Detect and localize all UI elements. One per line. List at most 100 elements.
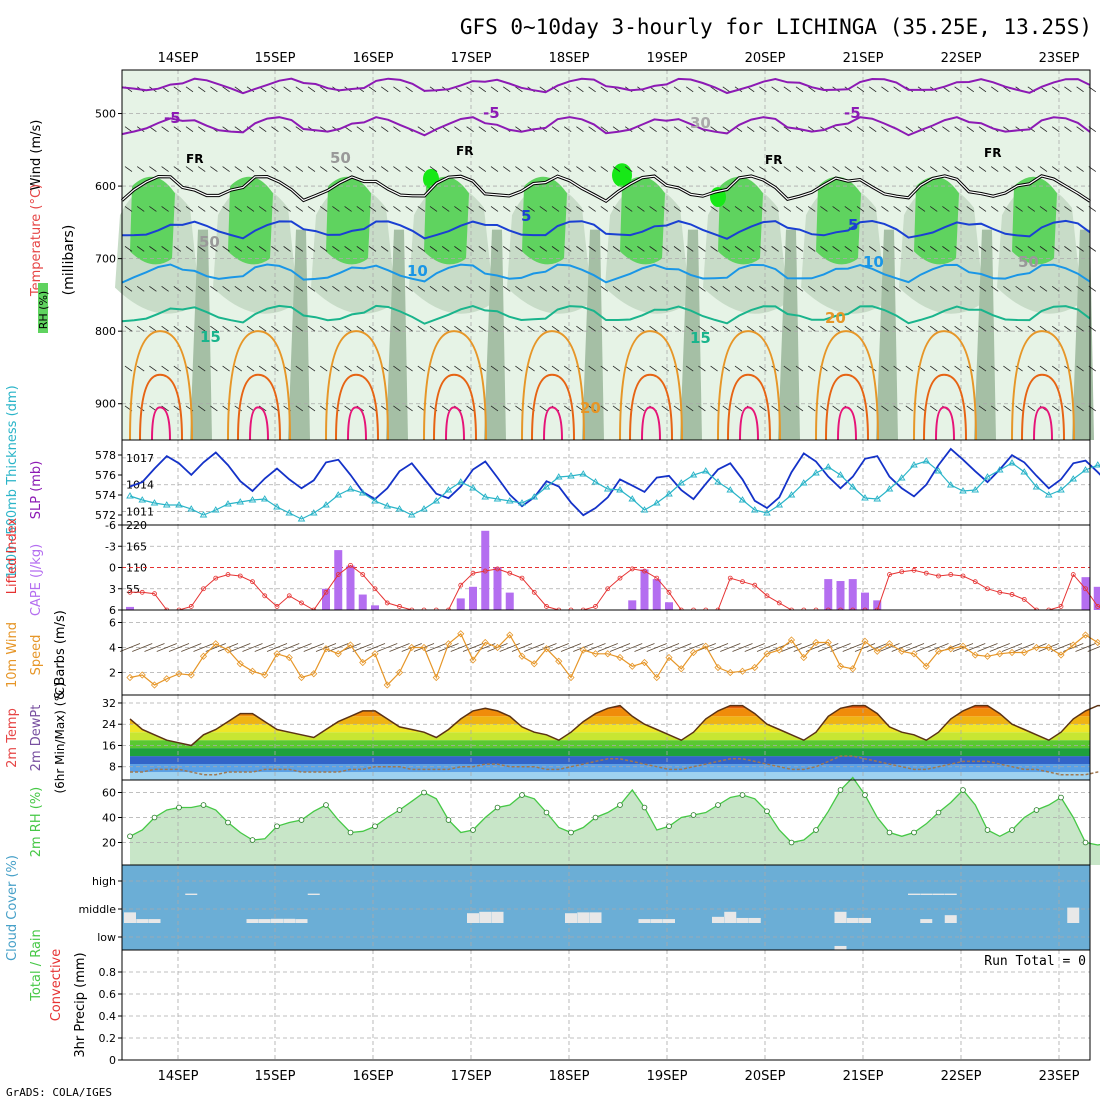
wind-barb [466,86,474,93]
wind-barb [954,325,962,332]
wind-barb [426,643,447,652]
thickness-point [334,491,343,498]
wind-barb [319,285,328,292]
wind-barb [466,126,474,132]
y-tick-label: 0 [109,562,116,575]
wind-barb [612,325,621,332]
rh-point [862,792,868,798]
wind-barb [905,126,914,132]
wind-barb [612,405,621,412]
wind-barb [978,126,987,132]
lifted-index-point [960,573,966,579]
wind-speed-panel: 6 4 2 10m Wind Speed & Barbs (m/s) [5,609,1100,700]
title-cape: CAPE (J/kg) [29,544,44,616]
y-tick-label: 700 [95,253,116,266]
lifted-index-point [482,568,488,574]
cape-bar [322,588,330,610]
wind-barb [637,325,645,332]
rh-point [1033,807,1040,813]
date-label-bottom: 16SEP [353,1069,394,1084]
wind-barb [905,325,914,332]
cloud-bar [663,919,675,923]
wind-barb [307,285,316,292]
wind-barb [1003,166,1011,172]
wind-speed-point [248,667,257,675]
thickness-point [309,509,318,516]
wind-barb [893,365,901,372]
wind-barb [685,325,694,332]
wind-barb [649,365,657,372]
wind-barb [954,405,962,412]
wind-barb [502,206,511,212]
wind-barb [173,166,182,172]
wind-barb [524,643,545,652]
wind-barb [539,246,548,252]
wind-barb [1003,246,1011,252]
contour-label: 30 [690,114,711,132]
wind-barb [405,325,413,332]
wind-barb [490,166,499,172]
cloud-bar [724,911,737,923]
wind-barb [1064,405,1072,412]
cloud-bar [944,893,957,895]
wind-barb [844,246,853,252]
precip-panel-bg [122,950,1090,1060]
wind-barb [954,86,962,93]
contour-label: 10 [863,253,884,271]
wind-barb [854,643,876,652]
wind-barb [222,365,230,372]
wind-barb [295,246,304,252]
contour-label: 20 [825,309,846,327]
thickness-point [175,501,183,508]
wind-speed-point [481,638,489,647]
wind-barb [612,246,621,252]
wind-barb [966,285,975,292]
lifted-index-point [997,589,1003,595]
rh-high-region [424,176,469,265]
wind-speed-point [518,652,526,660]
wind-barb [820,405,828,412]
wind-barb [832,285,840,292]
wind-speed-point [444,640,453,648]
wind-barb [417,166,426,172]
thickness-point [567,472,575,479]
wind-speed-point [947,645,955,653]
rh-point [298,817,305,823]
date-label-bottom: 22SEP [941,1069,982,1084]
wind-barb [1003,405,1011,412]
wind-barb [356,285,365,292]
wind-barb [698,325,706,332]
wind-barb [868,285,877,292]
wind-barb [344,246,352,252]
y-tick-label: 0.4 [99,1010,117,1023]
thickness-point [554,473,563,480]
rh-point [1082,839,1089,846]
wind-barb [820,246,828,252]
wind-barb [234,246,243,252]
title-precip: 3hr Precip (mm) [73,952,88,1057]
wind-speed-point [1008,648,1016,657]
wind-barb [173,206,182,212]
date-label-top: 18SEP [549,51,590,66]
wind-barb [685,86,694,93]
wind-barb [393,325,401,332]
lifted-index-point [188,604,194,609]
wind-speed-point [787,636,796,644]
rh-point [274,823,280,830]
title-minmax: (6hr Min/Max) (°C) [53,682,67,793]
contour-temp-30 [347,406,367,441]
wind-barb [966,246,975,252]
wind-barb [746,285,755,292]
date-label-top: 23SEP [1039,51,1080,66]
title-temperature: Temperature (°C) [29,184,44,297]
wind-barb [563,285,572,292]
thickness-point [493,495,502,502]
contour-label: 20 [580,399,601,417]
wind-barb [222,206,230,212]
wind-barb [746,206,755,212]
wind-barb [673,405,682,412]
wind-speed-point [959,642,967,650]
y-tick-label: 6 [109,617,116,630]
wind-barb [856,166,865,172]
wind-barb [783,246,792,252]
